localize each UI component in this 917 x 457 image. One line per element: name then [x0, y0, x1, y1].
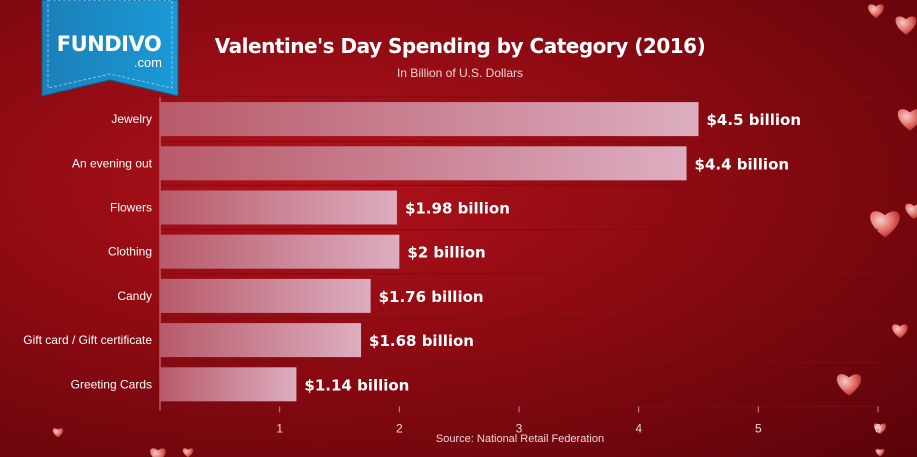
data-label: $1.68 billion	[369, 332, 474, 350]
data-label: $1.76 billion	[379, 288, 484, 306]
x-tick-label: 1	[276, 421, 283, 435]
category-label: Candy	[117, 289, 152, 303]
heart-icon	[905, 203, 917, 219]
data-label: $4.5 billion	[707, 111, 802, 129]
bar	[160, 146, 687, 181]
chart-source: Source: National Retail Federation	[435, 433, 605, 445]
x-tick-label: 6	[875, 421, 882, 435]
brand-name: FUNDIVO	[56, 32, 162, 56]
bar	[160, 367, 297, 402]
brand-suffix: .com	[133, 55, 162, 70]
category-label: Flowers	[110, 201, 152, 215]
brand-logo	[41, 0, 179, 97]
heart-icon	[150, 448, 166, 457]
heart-icon	[873, 423, 887, 435]
decorative-hearts	[52, 4, 917, 457]
heart-icon	[875, 448, 885, 457]
chart-subtitle: In Billion of U.S. Dollars	[396, 66, 524, 80]
heart-icon	[836, 374, 862, 396]
heart-icon	[897, 109, 917, 131]
bar	[160, 190, 397, 225]
plot-area: Jewelry $4.5 billion An evening out $4.4 bi…	[23, 96, 882, 435]
data-label: $4.4 billion	[695, 155, 790, 173]
heart-icon	[870, 211, 900, 238]
category-label: Jewelry	[111, 112, 152, 126]
heart-icon	[892, 324, 908, 339]
category-label: Gift card / Gift certificate	[23, 333, 152, 347]
data-label: $1.14 billion	[304, 376, 409, 394]
heart-icon	[868, 4, 884, 19]
bar	[160, 234, 400, 269]
heart-icon	[182, 448, 194, 457]
bar	[160, 323, 362, 358]
heart-icon	[895, 16, 917, 35]
data-label: $2 billion	[407, 244, 485, 262]
chart-title: Valentine's Day Spending by Category (20…	[214, 34, 706, 58]
bar	[160, 278, 371, 313]
heart-icon	[52, 428, 64, 438]
x-tick-label: 5	[755, 421, 762, 435]
x-tick-label: 3	[516, 421, 523, 435]
data-label: $1.98 billion	[405, 200, 510, 218]
x-tick-label: 4	[635, 421, 642, 435]
bar	[160, 102, 699, 137]
category-label: Greeting Cards	[71, 377, 152, 391]
category-label: Clothing	[108, 245, 152, 259]
category-label: An evening out	[72, 156, 153, 170]
x-tick-label: 2	[396, 421, 403, 435]
